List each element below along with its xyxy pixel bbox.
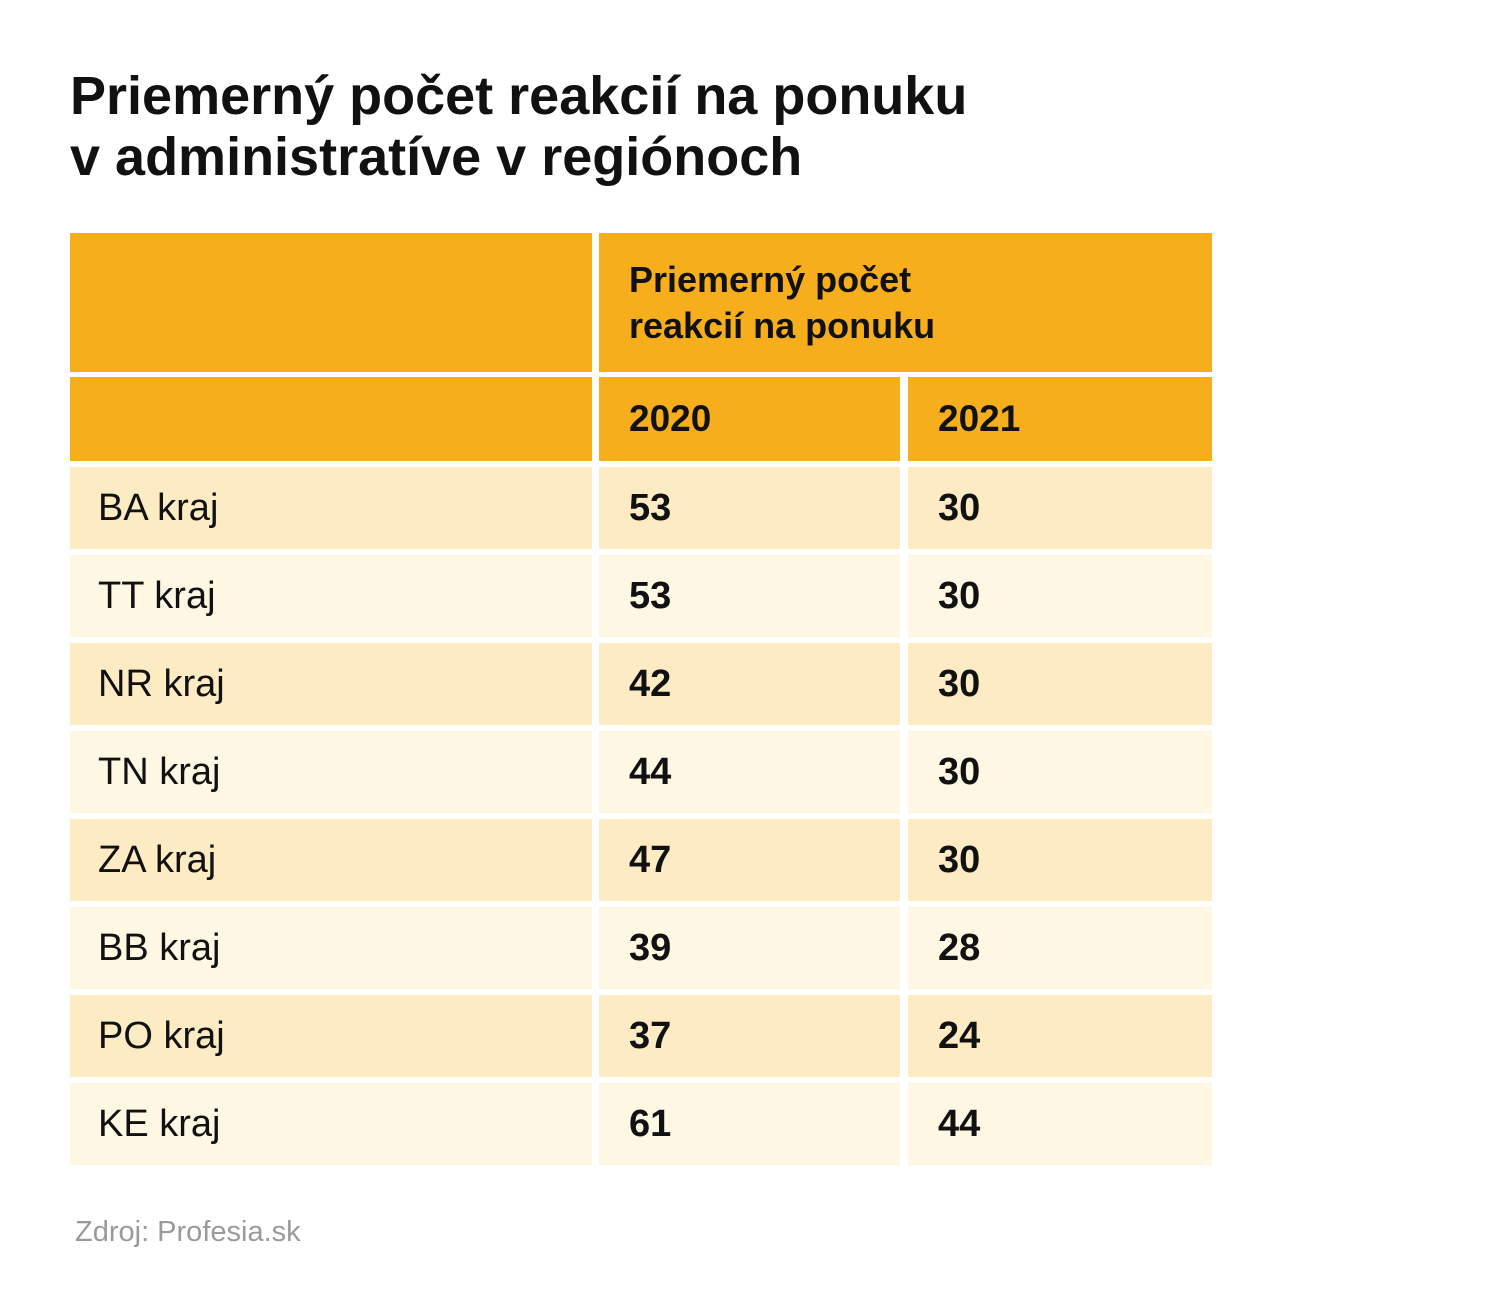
value-2021-cell: 28 — [908, 907, 1212, 989]
region-cell: BB kraj — [70, 907, 592, 989]
value-2020-cell: 44 — [599, 731, 900, 813]
value-2020-cell: 47 — [599, 819, 900, 901]
chart-title-line-1: Priemerný počet reakcií na ponuku — [70, 66, 968, 126]
header-group-label: Priemerný počet reakcií na ponuku — [629, 257, 935, 349]
region-cell: PO kraj — [70, 995, 592, 1077]
value-2020-cell: 39 — [599, 907, 900, 989]
value-2020-cell: 37 — [599, 995, 900, 1077]
source-note: Zdroj: Profesia.sk — [75, 1216, 301, 1248]
value-2020-cell: 53 — [599, 467, 900, 549]
header-empty-cell-2 — [70, 377, 592, 461]
value-2021-cell: 30 — [908, 819, 1212, 901]
header-empty-cell — [70, 233, 592, 372]
header-group-line-2: reakcií na ponuku — [629, 304, 936, 346]
header-group-cell: Priemerný počet reakcií na ponuku — [599, 233, 1212, 372]
value-2020-cell: 53 — [599, 555, 900, 637]
value-2020-cell: 61 — [599, 1083, 900, 1165]
region-cell: KE kraj — [70, 1083, 592, 1165]
header-year-2020: 2020 — [599, 377, 900, 461]
region-cell: TT kraj — [70, 555, 592, 637]
chart-title-line-2: v administratíve v regiónoch — [70, 127, 803, 187]
value-2021-cell: 30 — [908, 467, 1212, 549]
value-2021-cell: 44 — [908, 1083, 1212, 1165]
value-2021-cell: 30 — [908, 731, 1212, 813]
region-cell: BA kraj — [70, 467, 592, 549]
chart-title: Priemerný počet reakcií na ponuku v admi… — [70, 66, 1270, 188]
header-group-line-1: Priemerný počet — [629, 258, 912, 300]
header-year-2021: 2021 — [908, 377, 1212, 461]
value-2021-cell: 24 — [908, 995, 1212, 1077]
value-2021-cell: 30 — [908, 555, 1212, 637]
value-2021-cell: 30 — [908, 643, 1212, 725]
region-cell: NR kraj — [70, 643, 592, 725]
region-cell: TN kraj — [70, 731, 592, 813]
region-cell: ZA kraj — [70, 819, 592, 901]
value-2020-cell: 42 — [599, 643, 900, 725]
